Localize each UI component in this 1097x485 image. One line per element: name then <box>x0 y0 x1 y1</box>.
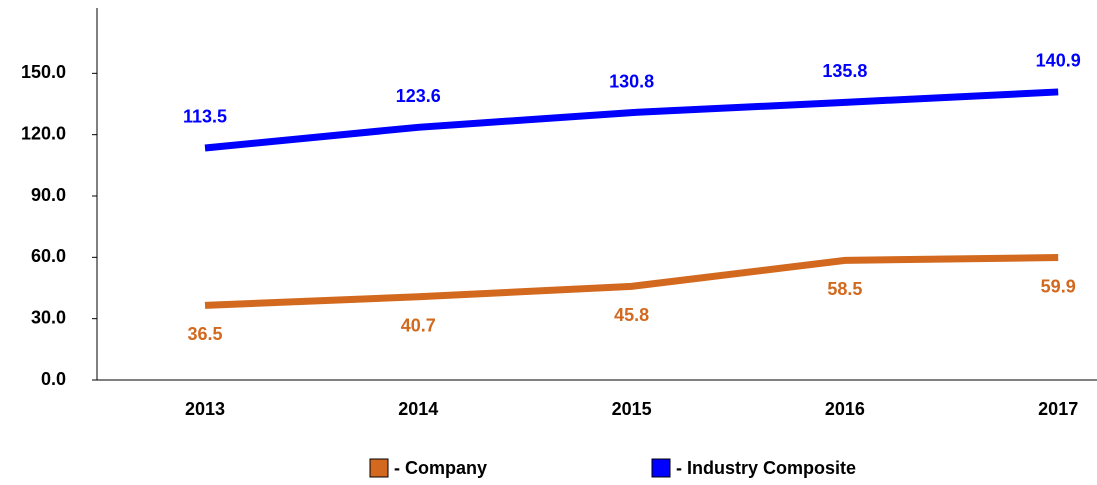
y-tick-label: 90.0 <box>31 185 66 205</box>
y-tick-label: 30.0 <box>31 307 66 327</box>
y-tick-label: 60.0 <box>31 246 66 266</box>
data-label: 59.9 <box>1041 276 1076 296</box>
data-label: 45.8 <box>614 305 649 325</box>
x-tick-label: 2017 <box>1038 399 1078 419</box>
data-label: 130.8 <box>609 71 654 91</box>
data-label: 123.6 <box>396 86 441 106</box>
data-label: 113.5 <box>183 107 227 127</box>
x-tick-label: 2013 <box>185 399 225 419</box>
series-line <box>204 254 1059 309</box>
legend-swatch <box>369 458 389 478</box>
data-label: 58.5 <box>827 279 862 299</box>
y-tick-label: 150.0 <box>21 62 66 82</box>
legend-swatch <box>651 458 671 478</box>
legend-label: - Industry Composite <box>676 458 856 478</box>
series-line <box>204 88 1059 152</box>
data-label: 40.7 <box>401 316 436 336</box>
data-label: 135.8 <box>822 61 867 81</box>
x-tick-label: 2016 <box>825 399 865 419</box>
data-label: 140.9 <box>1036 51 1081 71</box>
legend-label: - Company <box>394 458 487 478</box>
y-tick-label: 0.0 <box>41 369 66 389</box>
x-tick-label: 2014 <box>398 399 438 419</box>
data-label: 36.5 <box>187 324 222 344</box>
x-tick-label: 2015 <box>612 399 652 419</box>
y-tick-label: 120.0 <box>21 123 66 143</box>
